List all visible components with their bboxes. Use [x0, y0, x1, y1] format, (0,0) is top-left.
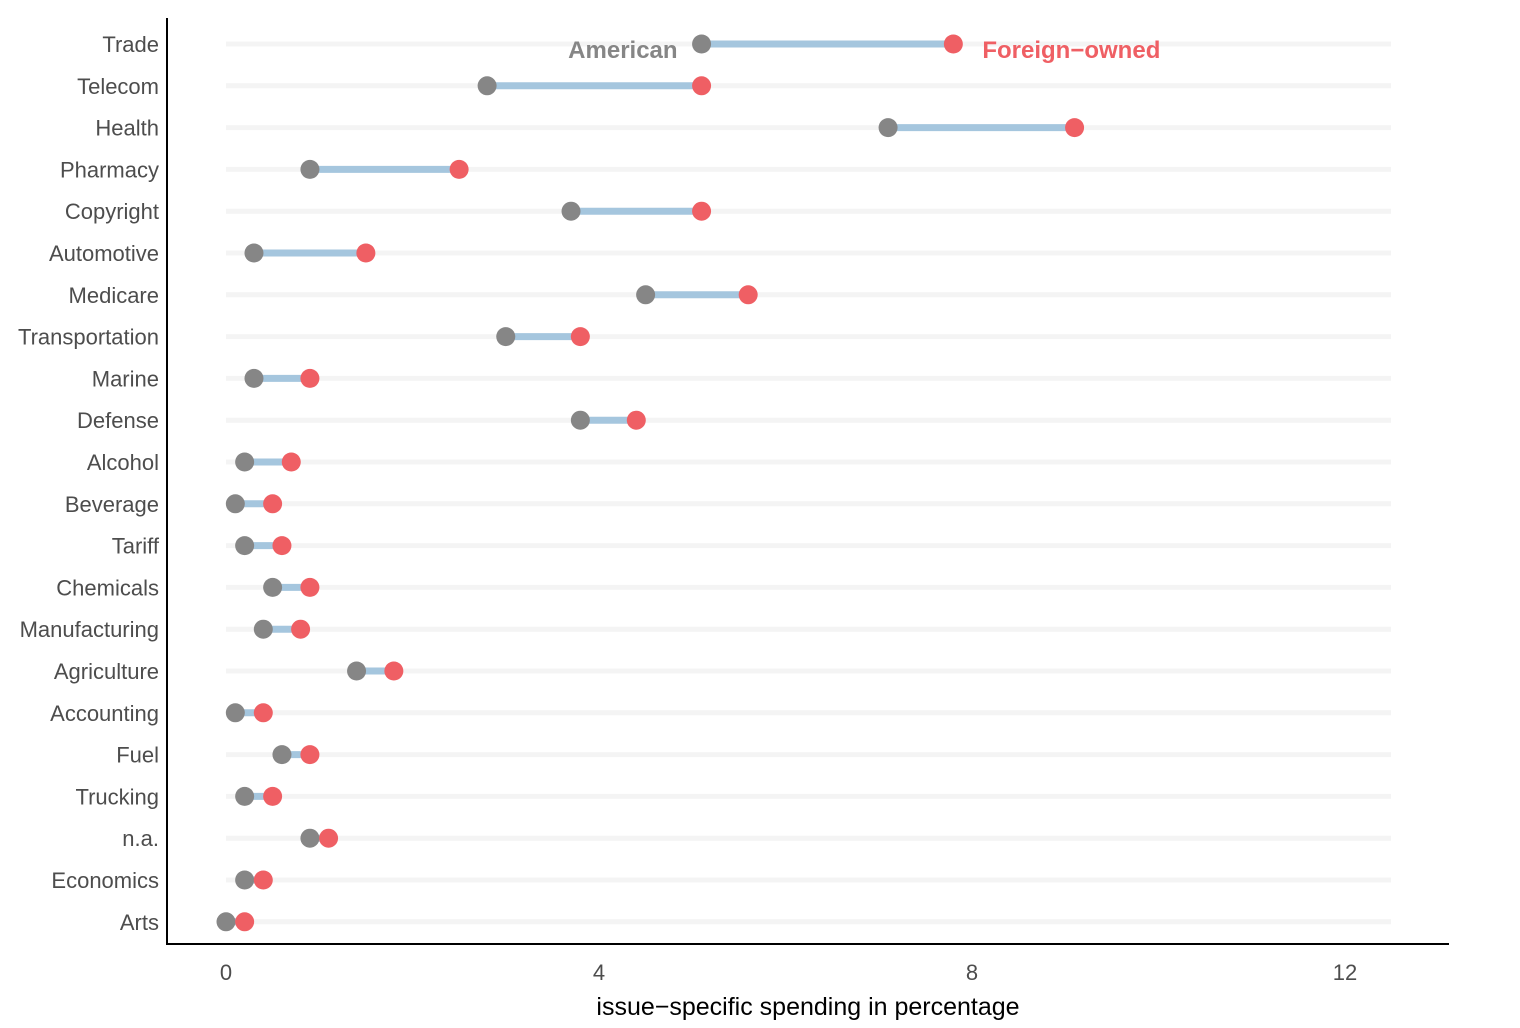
point-foreign-arts: [235, 912, 255, 932]
point-foreign-medicare: [738, 285, 758, 305]
point-american-trade: [692, 34, 712, 54]
point-american-fuel: [272, 745, 292, 765]
point-foreign-automotive: [356, 243, 376, 263]
point-foreign-economics: [253, 870, 273, 890]
point-american-alcohol: [235, 452, 255, 472]
category-label-arts: Arts: [120, 910, 159, 935]
category-label-automotive: Automotive: [49, 241, 159, 266]
point-foreign-marine: [300, 368, 320, 388]
point-foreign-n-a: [319, 828, 339, 848]
point-american-arts: [216, 912, 236, 932]
category-label-trucking: Trucking: [75, 784, 159, 809]
point-foreign-accounting: [253, 703, 273, 723]
category-label-alcohol: Alcohol: [87, 450, 159, 475]
category-label-defense: Defense: [77, 408, 159, 433]
point-foreign-chemicals: [300, 577, 320, 597]
category-labels: Trade Telecom Health Pharmacy Copyright Autom…: [18, 32, 160, 935]
point-foreign-beverage: [263, 494, 283, 514]
category-label-n-a: n.a.: [122, 826, 159, 851]
category-label-manufacturing: Manufacturing: [20, 617, 159, 642]
point-american-medicare: [636, 285, 656, 305]
point-foreign-defense: [626, 410, 646, 430]
point-foreign-agriculture: [384, 661, 404, 681]
point-american-accounting: [225, 703, 245, 723]
x-tick-label: 0: [220, 960, 232, 985]
point-american-transportation: [496, 327, 516, 347]
category-label-economics: Economics: [51, 868, 159, 893]
point-american-telecom: [477, 76, 497, 96]
point-american-defense: [570, 410, 590, 430]
category-label-telecom: Telecom: [77, 74, 159, 99]
point-american-copyright: [561, 201, 581, 221]
point-foreign-copyright: [692, 201, 712, 221]
category-label-chemicals: Chemicals: [56, 575, 159, 600]
category-label-health: Health: [95, 116, 159, 141]
point-foreign-tariff: [272, 536, 292, 556]
point-american-tariff: [235, 536, 255, 556]
category-label-trade: Trade: [102, 32, 159, 57]
point-foreign-pharmacy: [449, 159, 469, 179]
category-label-pharmacy: Pharmacy: [60, 157, 159, 182]
point-american-health: [878, 118, 898, 138]
point-american-marine: [244, 368, 264, 388]
point-american-pharmacy: [300, 159, 320, 179]
segments: [226, 40, 1075, 926]
point-foreign-health: [1065, 118, 1085, 138]
axes: [166, 18, 1449, 945]
x-tick-label: 12: [1333, 960, 1357, 985]
point-foreign-fuel: [300, 745, 320, 765]
point-american-beverage: [225, 494, 245, 514]
points: [216, 34, 1085, 932]
category-label-accounting: Accounting: [50, 701, 159, 726]
point-american-n-a: [300, 828, 320, 848]
x-tick-label: 8: [966, 960, 978, 985]
point-american-manufacturing: [253, 619, 273, 639]
point-foreign-transportation: [570, 327, 590, 347]
point-american-automotive: [244, 243, 264, 263]
point-foreign-alcohol: [281, 452, 301, 472]
category-label-agriculture: Agriculture: [54, 659, 159, 684]
category-label-marine: Marine: [92, 366, 159, 391]
x-tick-label: 4: [593, 960, 605, 985]
point-foreign-trade: [943, 34, 963, 54]
category-label-medicare: Medicare: [69, 283, 159, 308]
point-american-chemicals: [263, 577, 283, 597]
gridlines: [226, 41, 1391, 925]
x-axis-title: issue−specific spending in percentage: [596, 993, 1019, 1021]
point-american-agriculture: [347, 661, 367, 681]
point-foreign-trucking: [263, 786, 283, 806]
point-american-economics: [235, 870, 255, 890]
category-label-tariff: Tariff: [112, 534, 160, 559]
x-tick-labels: 0 4 8 12: [220, 960, 1357, 985]
legend-american-label: American: [568, 37, 677, 64]
point-foreign-manufacturing: [291, 619, 311, 639]
category-label-copyright: Copyright: [65, 199, 159, 224]
category-label-fuel: Fuel: [116, 743, 159, 768]
category-label-beverage: Beverage: [65, 492, 159, 517]
point-foreign-telecom: [692, 76, 712, 96]
point-american-trucking: [235, 786, 255, 806]
legend-foreign-label: Foreign−owned: [982, 37, 1160, 64]
category-label-transportation: Transportation: [18, 325, 159, 350]
